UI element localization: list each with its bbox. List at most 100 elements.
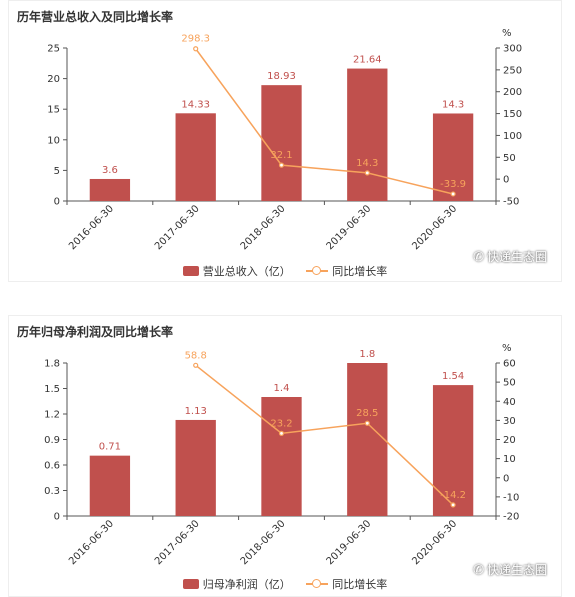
x-tick-label: 2017-06-30 xyxy=(153,203,202,252)
y-left-tick-label: 0 xyxy=(54,512,60,523)
legend-item-line[interactable]: 同比增长率 xyxy=(306,263,387,279)
chart-legend: 营业总收入（亿） 同比增长率 xyxy=(9,263,561,279)
growth-rate-point xyxy=(450,502,456,508)
x-tick-label: 2020-06-30 xyxy=(410,203,459,252)
y-left-tick-label: 5 xyxy=(54,166,60,177)
y-left-tick-label: 0.3 xyxy=(44,486,60,497)
legend-item-bar[interactable]: 归母净利润（亿） xyxy=(182,576,291,592)
line-data-label: -33.9 xyxy=(440,179,466,190)
line-data-label: 14.3 xyxy=(356,158,378,169)
growth-rate-point xyxy=(278,162,285,168)
bar-data-label: 18.93 xyxy=(267,71,296,82)
y-right-tick-label: 50 xyxy=(503,153,516,164)
growth-rate-line xyxy=(195,364,454,506)
bar-data-label: 3.6 xyxy=(102,165,118,176)
y-right-tick-label: -50 xyxy=(503,197,519,208)
line-data-label: -14.2 xyxy=(440,490,466,501)
x-tick-label: 2020-06-30 xyxy=(410,518,459,567)
revenue-chart-panel: 历年营业总收入及同比增长率 0 5 10 15 20 25 -50 0 50 100 150 200 2… xyxy=(8,0,562,282)
watermark-text: 快递生态圈 xyxy=(486,250,547,264)
bar-data-label: 1.13 xyxy=(185,406,207,417)
y-right-tick-label: 10 xyxy=(503,454,516,465)
y-left-tick-label: 20 xyxy=(47,74,60,85)
legend-bar-swatch xyxy=(182,579,199,589)
legend-item-bar[interactable]: 营业总收入（亿） xyxy=(182,263,291,279)
y-right-tick-label: 150 xyxy=(503,109,522,120)
line-data-label: 298.3 xyxy=(181,34,210,45)
x-tick-label: 2016-06-30 xyxy=(67,518,116,567)
bar xyxy=(432,385,474,516)
y-right-tick-label: 20 xyxy=(503,435,516,446)
bar xyxy=(89,178,131,201)
growth-rate-point xyxy=(193,362,199,368)
y-right-tick-label: 50 xyxy=(503,378,516,389)
y-right-unit: % xyxy=(502,28,512,39)
net-profit-chart-svg: 0 0.3 0.6 0.9 1.2 1.5 1.8 -20 -10 0 10 20 30 40 50 60% 2… xyxy=(44,343,519,567)
chart-title: 历年归母净利润及同比增长率 xyxy=(17,325,174,339)
x-tick-label: 2018-06-30 xyxy=(239,203,288,252)
y-right-tick-label: -20 xyxy=(503,512,519,523)
line-data-label: 23.2 xyxy=(270,418,292,429)
y-right-tick-label: 100 xyxy=(503,131,522,142)
y-right-tick-label: 0 xyxy=(503,175,509,186)
growth-rate-point xyxy=(278,430,285,436)
y-right-tick-label: 0 xyxy=(503,473,509,484)
bar xyxy=(432,113,474,201)
y-left-tick-label: 0.6 xyxy=(44,461,60,472)
watermark: ✆ 快递生态圈 xyxy=(473,561,547,578)
x-tick-label: 2019-06-30 xyxy=(325,518,374,567)
legend-bar-label: 营业总收入（亿） xyxy=(202,265,291,278)
line-data-label: 58.8 xyxy=(185,350,207,361)
bar xyxy=(175,113,216,201)
y-right-tick-label: 300 xyxy=(503,44,522,55)
y-left-tick-label: 1.2 xyxy=(44,410,60,421)
growth-rate-point xyxy=(364,170,370,176)
x-tick-label: 2018-06-30 xyxy=(239,518,288,567)
bar-data-label: 1.4 xyxy=(274,383,290,394)
x-tick-label: 2017-06-30 xyxy=(153,518,202,567)
chart-title: 历年营业总收入及同比增长率 xyxy=(17,10,174,24)
legend-line-label: 同比增长率 xyxy=(332,265,388,278)
bar xyxy=(347,68,388,201)
bar-data-label: 14.33 xyxy=(181,99,210,110)
wechat-chat-icon: ✆ xyxy=(473,250,484,265)
line-data-label: 28.5 xyxy=(356,408,378,419)
bar xyxy=(175,419,216,516)
legend-bar-swatch xyxy=(182,266,199,276)
bar-data-label: 21.64 xyxy=(353,55,382,66)
line-data-label: 32.1 xyxy=(270,150,292,161)
wechat-chat-icon: ✆ xyxy=(473,563,484,578)
legend-line-label: 同比增长率 xyxy=(332,578,388,591)
chart-legend: 归母净利润（亿） 同比增长率 xyxy=(9,576,561,592)
y-right-unit: % xyxy=(502,343,512,354)
y-left-tick-label: 0 xyxy=(54,197,60,208)
watermark: ✆ 快递生态圈 xyxy=(473,248,547,265)
y-left-tick-label: 10 xyxy=(47,135,60,146)
growth-rate-point xyxy=(450,191,456,197)
revenue-chart-svg: 0 5 10 15 20 25 -50 0 50 100 150 200 250 300% 2016-06-… xyxy=(47,28,522,252)
y-right-tick-label: 40 xyxy=(503,397,516,408)
growth-rate-line xyxy=(195,48,454,195)
legend-line-swatch xyxy=(306,266,329,276)
y-right-tick-label: 250 xyxy=(503,65,522,76)
growth-rate-point xyxy=(193,46,199,52)
growth-rate-point xyxy=(364,420,370,426)
net-profit-chart-panel: 历年归母净利润及同比增长率 0 0.3 0.6 0.9 1.2 1.5 1.8 -20 -10 0… xyxy=(8,315,562,597)
y-left-tick-label: 0.9 xyxy=(44,435,60,446)
bar-data-label: 14.3 xyxy=(442,99,464,110)
bar-data-label: 0.71 xyxy=(99,442,121,453)
x-tick-label: 2019-06-30 xyxy=(325,203,374,252)
legend-bar-label: 归母净利润（亿） xyxy=(202,578,291,591)
bar xyxy=(261,85,302,201)
bar xyxy=(261,397,302,516)
x-tick-label: 2016-06-30 xyxy=(67,203,116,252)
bar-data-label: 1.54 xyxy=(442,371,464,382)
watermark-text: 快递生态圈 xyxy=(486,563,547,577)
y-left-tick-label: 15 xyxy=(47,105,60,116)
y-right-tick-label: 60 xyxy=(503,359,516,370)
bar-data-label: 1.8 xyxy=(359,349,375,360)
legend-item-line[interactable]: 同比增长率 xyxy=(306,576,387,592)
y-right-tick-label: -10 xyxy=(503,492,519,503)
y-right-tick-label: 200 xyxy=(503,87,522,98)
y-left-tick-label: 1.5 xyxy=(44,384,60,395)
